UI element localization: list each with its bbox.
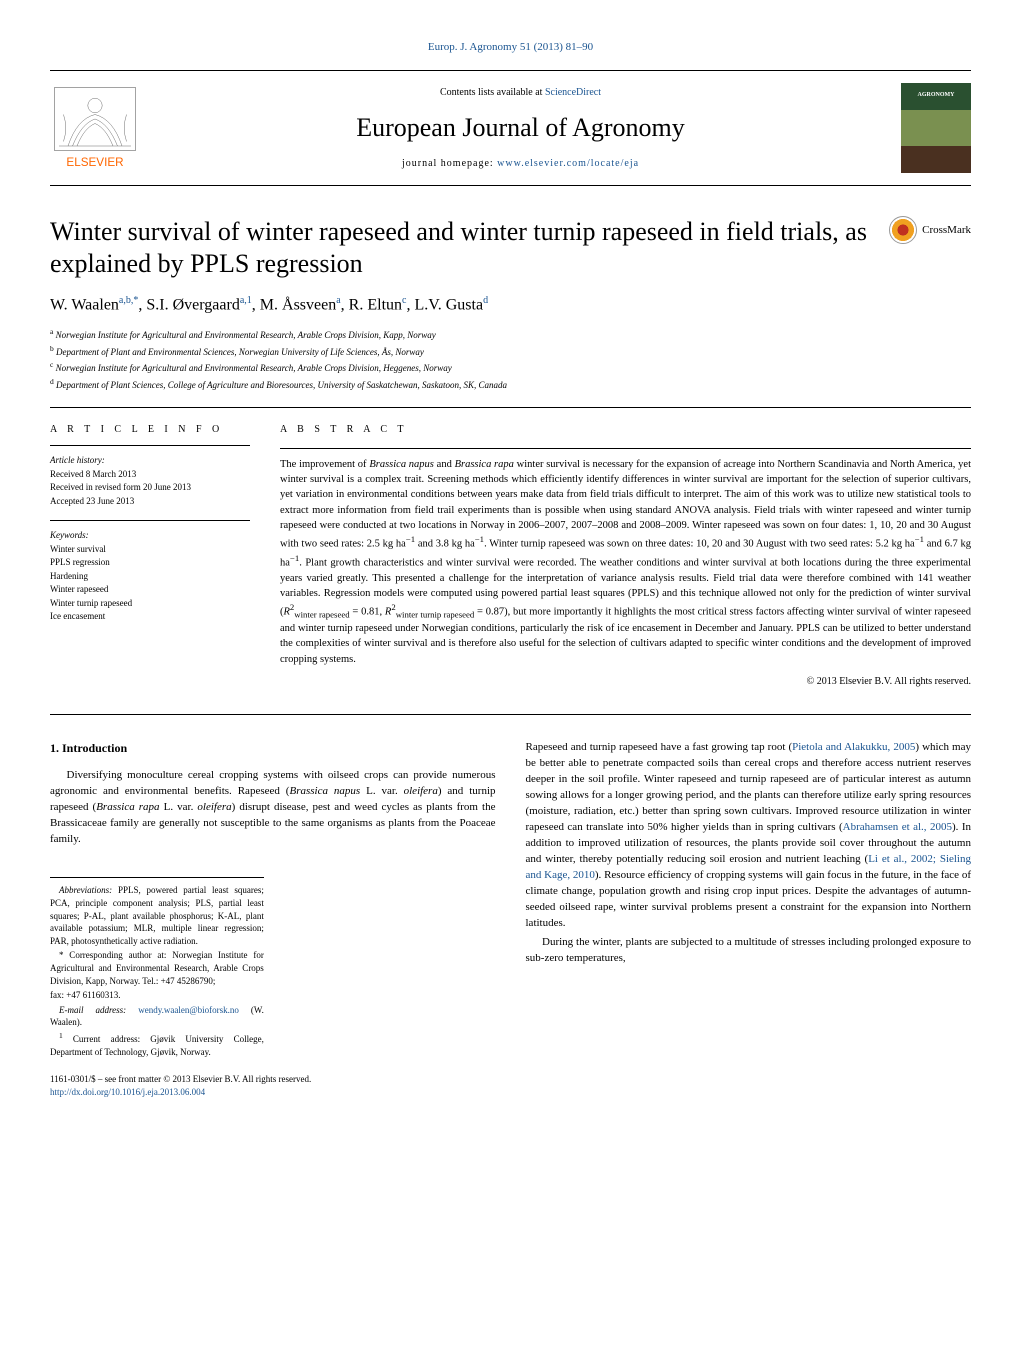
article-info-heading: A R T I C L E I N F O xyxy=(50,423,250,437)
homepage-link[interactable]: www.elsevier.com/locate/eja xyxy=(497,158,639,169)
keyword-item: Ice encasement xyxy=(50,610,250,624)
affiliation-line: d Department of Plant Sciences, College … xyxy=(50,376,971,393)
crossmark-label: CrossMark xyxy=(922,223,971,238)
keyword-item: Hardening xyxy=(50,570,250,584)
rule xyxy=(50,520,250,521)
elsevier-logo: ELSEVIER xyxy=(50,83,140,173)
rule xyxy=(50,445,250,446)
copyright-line: © 2013 Elsevier B.V. All rights reserved… xyxy=(280,675,971,690)
contents-line: Contents lists available at ScienceDirec… xyxy=(140,86,901,100)
keywords-label: Keywords: xyxy=(50,529,250,543)
sciencedirect-link[interactable]: ScienceDirect xyxy=(545,87,601,98)
crossmark-icon xyxy=(889,216,917,244)
affiliation-line: c Norwegian Institute for Agricultural a… xyxy=(50,359,971,376)
affiliations: a Norwegian Institute for Agricultural a… xyxy=(50,326,971,392)
article-info: A R T I C L E I N F O Article history: R… xyxy=(50,423,250,689)
keyword-item: Winter rapeseed xyxy=(50,583,250,597)
crossmark-badge[interactable]: CrossMark xyxy=(889,216,971,244)
rule xyxy=(280,448,971,449)
history-item: Accepted 23 June 2013 xyxy=(50,495,250,509)
journal-name: European Journal of Agronomy xyxy=(140,110,901,146)
history-item: Received in revised form 20 June 2013 xyxy=(50,481,250,495)
article-citation: Europ. J. Agronomy 51 (2013) 81–90 xyxy=(50,40,971,55)
homepage-line: journal homepage: www.elsevier.com/locat… xyxy=(140,157,901,171)
abstract-text: The improvement of Brassica napus and Br… xyxy=(280,457,971,667)
history-item: Received 8 March 2013 xyxy=(50,468,250,482)
journal-header: ELSEVIER Contents lists available at Sci… xyxy=(50,70,971,186)
abstract: A B S T R A C T The improvement of Brass… xyxy=(280,423,971,689)
affiliation-line: b Department of Plant and Environmental … xyxy=(50,343,971,360)
journal-cover-thumb xyxy=(901,83,971,173)
body-col-left: 1. Introduction Diversifying monoculture… xyxy=(50,740,496,1098)
email-link[interactable]: wendy.waalen@bioforsk.no xyxy=(138,1005,239,1015)
article-title: Winter survival of winter rapeseed and w… xyxy=(50,216,869,278)
body-para: Diversifying monoculture cereal cropping… xyxy=(50,768,496,848)
doi-link[interactable]: http://dx.doi.org/10.1016/j.eja.2013.06.… xyxy=(50,1087,205,1097)
keyword-item: Winter survival xyxy=(50,543,250,557)
svg-text:ELSEVIER: ELSEVIER xyxy=(66,156,123,169)
body-para: Rapeseed and turnip rapeseed have a fast… xyxy=(526,740,972,931)
affiliation-line: a Norwegian Institute for Agricultural a… xyxy=(50,326,971,343)
section-heading: 1. Introduction xyxy=(50,740,496,757)
authors-line: W. Waalena,b,*, S.I. Øvergaarda,1, M. Ås… xyxy=(50,294,971,317)
body-col-right: Rapeseed and turnip rapeseed have a fast… xyxy=(526,740,972,1098)
keyword-item: PPLS regression xyxy=(50,556,250,570)
rule xyxy=(50,714,971,715)
footnotes: Abbreviations: PPLS, powered partial lea… xyxy=(50,877,264,1058)
rule xyxy=(50,407,971,408)
history-label: Article history: xyxy=(50,454,250,468)
abstract-heading: A B S T R A C T xyxy=(280,423,971,438)
keyword-item: Winter turnip rapeseed xyxy=(50,597,250,611)
footer: 1161-0301/$ – see front matter © 2013 El… xyxy=(50,1073,496,1098)
body-para: During the winter, plants are subjected … xyxy=(526,935,972,967)
